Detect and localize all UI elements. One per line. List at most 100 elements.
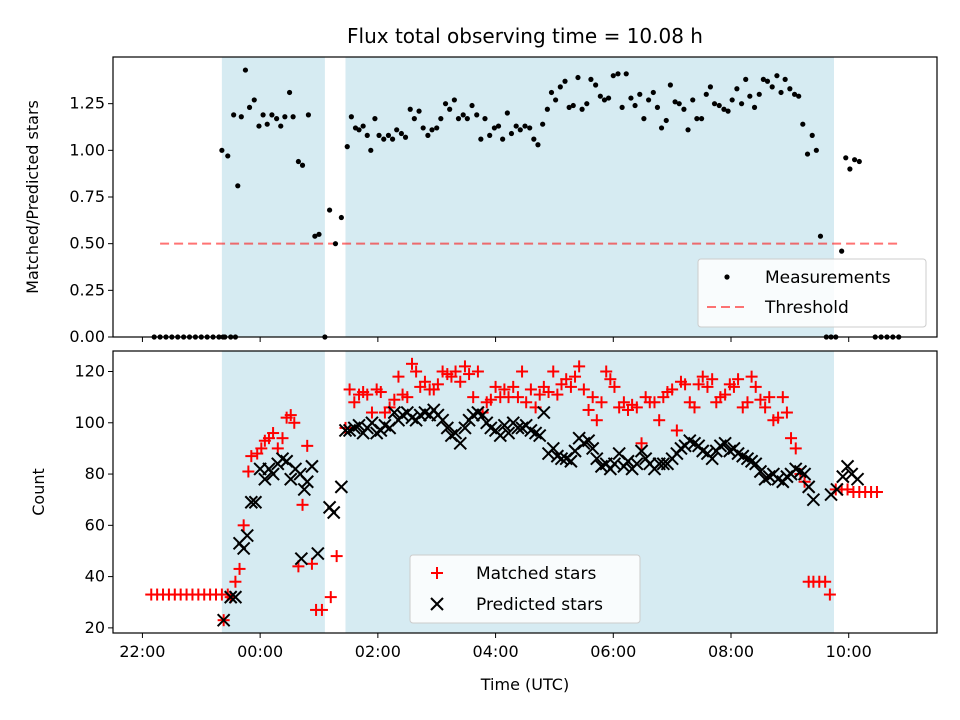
measurement-point [242,67,249,73]
measurement-point [344,144,350,150]
measurement-point [269,112,275,118]
matched-star-point [524,383,537,396]
measurement-point [778,89,784,96]
predicted-star-point [830,482,844,497]
matched-star-point [670,424,683,437]
matched-star-point [388,393,401,406]
measurement-point [847,166,853,172]
predicted-star-point [244,495,259,509]
matched-star-point [635,437,648,450]
measurement-point [402,134,409,140]
matched-star-point [688,401,701,414]
measurement-point [646,97,652,103]
predicted-star-point [621,454,635,468]
matched-star-point [679,378,692,391]
measurement-point [360,123,366,129]
predicted-star-point [511,421,525,435]
measurement-point [219,147,225,153]
bottom-y-tick-label: 100 [74,413,105,432]
measurement-point [517,127,523,133]
matched-star-point [701,380,714,393]
measurement-point [734,86,740,92]
matched-star-point [841,483,854,496]
predicted-star-point [493,428,507,443]
measurement-point [389,136,396,142]
measurement-point [225,153,231,159]
matched-star-point [653,414,666,427]
legend-matched-label: Matched stars [476,564,596,584]
matched-star-point [449,365,462,378]
predicted-star-point [753,464,768,479]
predicted-star-point [338,423,353,438]
matched-star-point [296,498,309,511]
measurement-point [601,97,608,103]
legend-measurements-label: Measurements [765,268,891,288]
measurement-point [429,127,435,133]
measurement-point [231,112,237,118]
top-y-tick-label: 1.25 [69,94,105,113]
predicted-star-point [258,472,272,486]
x-tick-label: 22:00 [119,642,165,661]
measurement-point [286,89,293,96]
matched-star-point [271,442,284,455]
matched-star-point [471,365,484,378]
bottom-y-tick-label: 120 [74,362,105,381]
predicted-star-point [284,472,298,486]
measurement-point [522,123,528,129]
predicted-star-point [497,418,512,433]
measurement-point [455,116,462,122]
predicted-star-point [533,428,547,443]
measurement-point [535,142,541,148]
measurement-point [800,121,806,127]
bottom-star-points [145,357,883,627]
predicted-star-point [537,405,551,420]
measurement-point [482,116,488,122]
measurement-point [416,108,422,114]
matched-star-point [410,365,423,378]
measurement-point [264,121,270,127]
matched-star-point [343,383,356,396]
bottom-y-tick-label: 20 [85,618,105,637]
measurement-point [278,123,284,129]
measurement-point [442,101,449,107]
measurement-point [260,112,266,118]
predicted-star-point [797,467,812,481]
measurement-point [364,132,370,138]
measurement-point [256,123,262,129]
measurement-point [856,158,862,165]
measurement-point [852,157,858,163]
measurement-point [694,116,700,122]
matched-star-point [573,360,586,373]
top-y-tick-label: 0.50 [69,234,105,253]
measurement-point [756,91,762,97]
predicted-star-point [266,467,280,481]
measurement-point [610,73,616,79]
matched-star-point [489,380,502,393]
x-tick-label: 10:00 [826,642,872,661]
matched-star-point [330,550,343,563]
measurement-point [478,136,484,142]
matched-star-point [763,391,776,404]
predicted-star-point [801,480,816,494]
measurement-point [548,89,555,96]
measurement-point [491,125,497,131]
measurement-point [769,84,775,90]
matched-star-point [741,396,754,409]
measurement-point [672,99,678,105]
measurement-point [729,97,735,103]
measurement-point [407,106,413,112]
matched-star-point [542,386,555,399]
bottom-y-tick-label: 80 [85,464,105,483]
matched-star-point [745,370,758,383]
matched-star-point [467,391,480,404]
predicted-star-point [590,451,604,466]
matched-star-point [582,403,595,416]
matched-star-point [696,370,709,383]
measurement-point [305,112,312,118]
matched-star-point [533,388,546,401]
matched-star-point [780,406,793,419]
predicted-star-point [705,451,719,466]
measurement-point [438,116,444,122]
top-measurement-points [151,67,902,340]
